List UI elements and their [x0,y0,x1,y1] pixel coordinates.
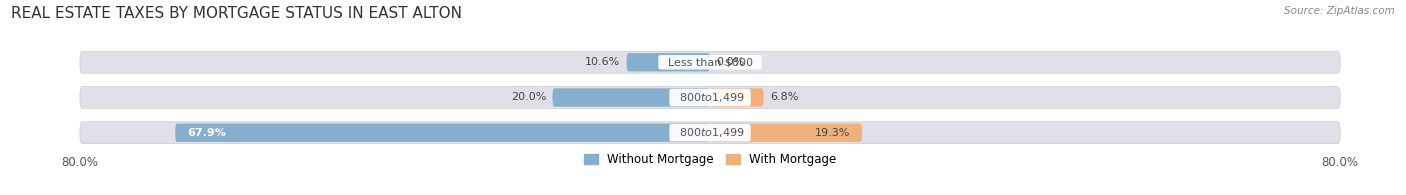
FancyBboxPatch shape [627,53,710,71]
Text: REAL ESTATE TAXES BY MORTGAGE STATUS IN EAST ALTON: REAL ESTATE TAXES BY MORTGAGE STATUS IN … [11,6,463,21]
Text: $800 to $1,499: $800 to $1,499 [672,91,748,104]
FancyBboxPatch shape [553,88,710,107]
Text: 67.9%: 67.9% [187,128,226,138]
Text: 10.6%: 10.6% [585,57,620,67]
FancyBboxPatch shape [80,51,1340,73]
FancyBboxPatch shape [80,122,1340,144]
Text: 20.0%: 20.0% [510,92,546,103]
Text: Source: ZipAtlas.com: Source: ZipAtlas.com [1284,6,1395,16]
FancyBboxPatch shape [80,87,1340,108]
Text: 19.3%: 19.3% [815,128,851,138]
Text: 0.0%: 0.0% [716,57,745,67]
FancyBboxPatch shape [710,124,862,142]
FancyBboxPatch shape [176,124,710,142]
Text: $800 to $1,499: $800 to $1,499 [672,126,748,139]
FancyBboxPatch shape [710,88,763,107]
Text: Less than $800: Less than $800 [661,57,759,67]
Text: 6.8%: 6.8% [770,92,799,103]
Legend: Without Mortgage, With Mortgage: Without Mortgage, With Mortgage [583,153,837,166]
